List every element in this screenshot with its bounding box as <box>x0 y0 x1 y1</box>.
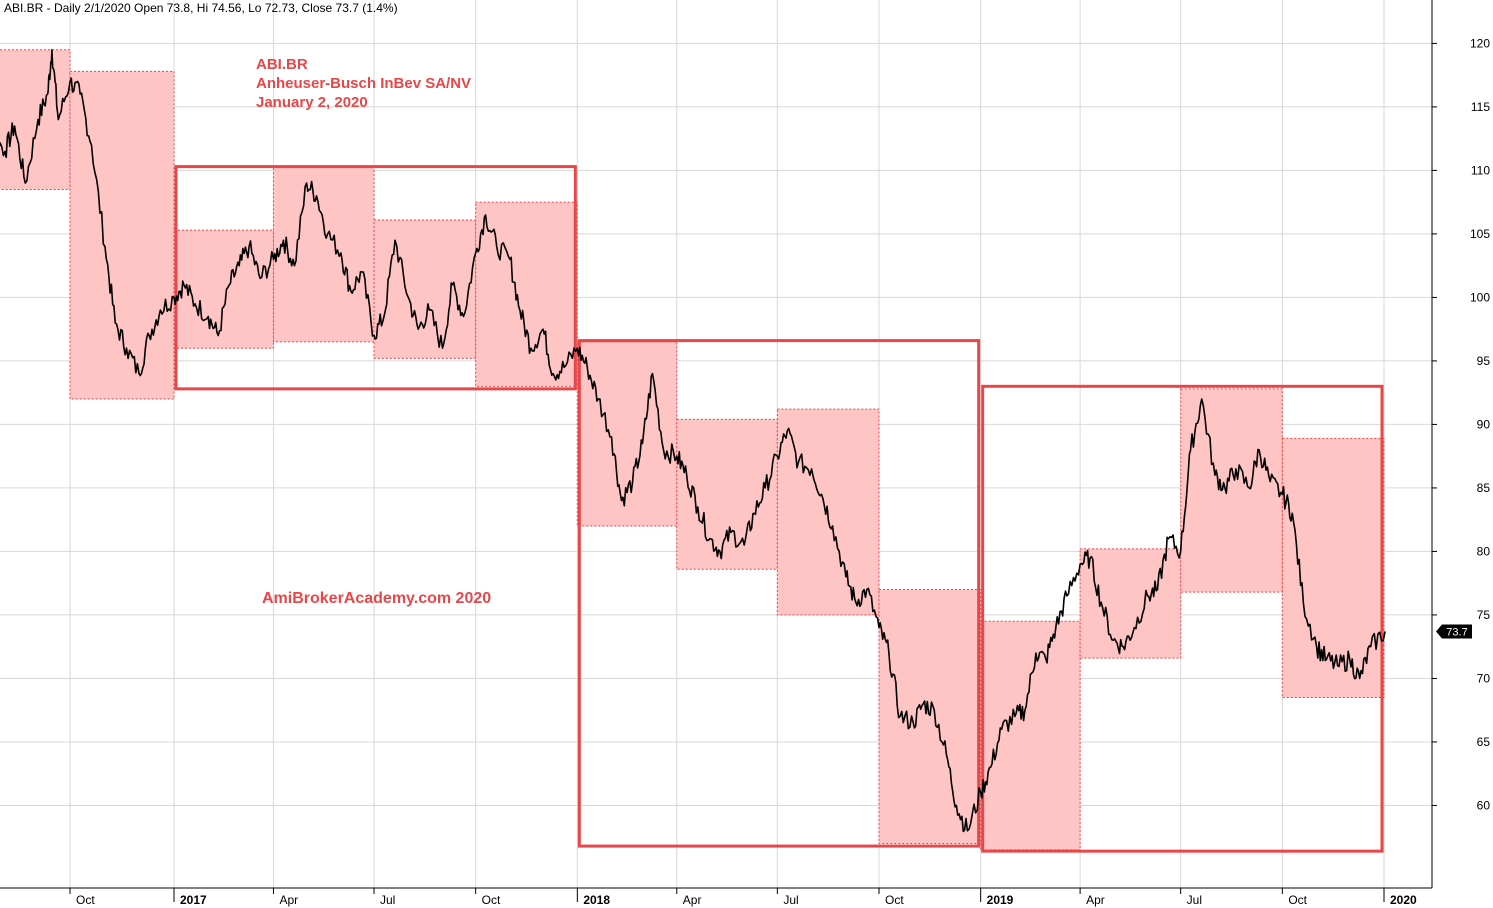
x-tick-label: Apr <box>683 893 702 907</box>
last-price-marker <box>1436 624 1472 639</box>
year-range-boxes <box>174 165 1384 853</box>
quarter-range-boxes <box>0 49 1385 851</box>
annotation-date: January 2, 2020 <box>256 94 368 111</box>
quarter-range-box <box>676 418 778 570</box>
x-tick-label: Jul <box>380 893 395 907</box>
y-tick-label: 120 <box>1470 36 1490 50</box>
y-tick-label: 110 <box>1471 163 1490 177</box>
x-tick-label: 2020 <box>1390 893 1417 907</box>
year-range-box <box>174 165 577 391</box>
x-tick-label: Oct <box>76 893 95 907</box>
chart-header: ABI.BR - Daily 2/1/2020 Open 73.8, Hi 74… <box>4 1 398 15</box>
y-tick-label: 80 <box>1477 544 1491 558</box>
y-tick-label: 115 <box>1471 100 1490 114</box>
price-line <box>0 49 1386 833</box>
x-tick-label: Apr <box>279 893 298 907</box>
y-tick-label: 60 <box>1477 798 1491 812</box>
watermark: AmiBrokerAcademy.com 2020 <box>262 590 492 607</box>
quarter-range-box <box>69 70 175 400</box>
year-range-box <box>981 384 1384 853</box>
quarter-range-box <box>1079 548 1182 659</box>
x-tick-label: 2018 <box>583 893 610 907</box>
quarter-range-box <box>272 166 375 343</box>
y-tick-label: 85 <box>1477 481 1491 495</box>
last-price-label: 73.7 <box>1446 626 1467 638</box>
quarter-range-box <box>878 589 982 845</box>
x-tick-label: Oct <box>482 893 501 907</box>
price-series <box>0 49 1386 833</box>
x-tick-label: 2019 <box>987 893 1014 907</box>
quarter-range-box <box>475 201 578 387</box>
y-tick-label: 105 <box>1470 227 1490 241</box>
quarter-range-box <box>576 341 678 527</box>
y-tick-label: 100 <box>1470 290 1490 304</box>
quarter-range-box <box>373 219 477 359</box>
x-tick-label: Apr <box>1086 893 1105 907</box>
x-tick-label: Oct <box>885 893 904 907</box>
annotation-company: Anheuser-Busch InBev SA/NV <box>256 75 472 92</box>
y-tick-label: 75 <box>1477 608 1491 622</box>
quarter-range-box <box>1180 388 1283 593</box>
quarter-range-box <box>0 49 71 190</box>
year-range-box <box>577 339 981 848</box>
x-tick-label: Oct <box>1288 893 1307 907</box>
annotation-ticker: ABI.BR <box>256 56 308 73</box>
x-tick-label: Jul <box>1187 893 1202 907</box>
y-tick-label: 95 <box>1477 354 1491 368</box>
y-tick-label: 90 <box>1477 417 1491 431</box>
quarter-range-box <box>980 620 1081 851</box>
x-tick-label: 2017 <box>180 893 207 907</box>
x-tick-label: Jul <box>783 893 798 907</box>
y-tick-label: 65 <box>1477 735 1491 749</box>
y-tick-label: 70 <box>1477 671 1491 685</box>
